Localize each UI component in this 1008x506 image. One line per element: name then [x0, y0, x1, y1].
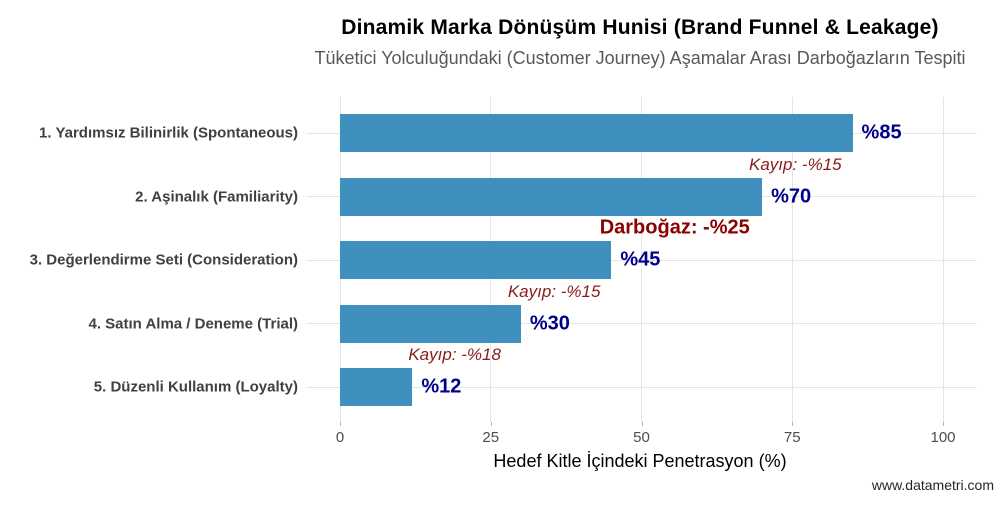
x-tick-mark — [340, 422, 341, 426]
y-gridline — [307, 323, 977, 324]
loss-annotation: Kayıp: -%15 — [507, 281, 601, 301]
chart-title: Dinamik Marka Dönüşüm Hunisi (Brand Funn… — [341, 16, 939, 39]
plot-panel: %85 %70 %45 %30 %12 Kayıp: -%15 Darboğaz: -%25… — [307, 97, 977, 422]
x-axis-title: Hedef Kitle İçindeki Penetrasyon (%) — [493, 451, 787, 471]
bar-value-label: %12 — [421, 375, 462, 398]
x-tick-label: 0 — [335, 429, 345, 446]
x-tick-mark — [490, 422, 492, 426]
x-tick-label: 25 — [482, 429, 500, 446]
bar-value-label: %30 — [529, 312, 570, 334]
x-tick-label: 75 — [783, 429, 801, 446]
x-gridline — [641, 97, 642, 422]
chart-subtitle: Tüketici Yolculuğundaki (Customer Journe… — [314, 48, 966, 68]
category-label: 1. Yardımsız Bilinirlik (Spontaneous) — [39, 124, 298, 142]
caption-watermark: www.datametri.com — [871, 477, 994, 493]
loss-annotation: Kayıp: -%15 — [749, 154, 842, 174]
category-label: 2. Aşinalık (Familiarity) — [135, 188, 298, 205]
x-tick-mark — [792, 422, 794, 426]
loss-annotation: Kayıp: -%18 — [408, 345, 501, 365]
funnel-bar — [340, 177, 763, 216]
x-tick-label: 100 — [930, 429, 956, 446]
x-gridline — [942, 97, 944, 422]
x-tick-label: 50 — [633, 429, 650, 446]
category-label: 3. Değerlendirme Seti (Consideration) — [29, 251, 298, 269]
funnel-bar — [340, 304, 521, 343]
category-label: 4. Satın Alma / Deneme (Trial) — [88, 315, 298, 332]
bar-value-label: %85 — [861, 121, 902, 144]
category-label: 5. Düzenli Kullanım (Loyalty) — [93, 378, 298, 396]
funnel-bar — [340, 114, 853, 152]
bottleneck-annotation: Darboğaz: -%25 — [599, 216, 750, 239]
x-tick-mark — [943, 422, 944, 426]
bar-value-label: %45 — [620, 248, 661, 271]
y-gridline — [307, 386, 977, 388]
funnel-bar — [340, 241, 612, 279]
bar-value-label: %70 — [771, 185, 812, 207]
x-tick-mark — [641, 422, 643, 426]
y-gridline — [307, 259, 977, 261]
funnel-bar — [340, 368, 413, 406]
x-gridline — [791, 97, 793, 422]
